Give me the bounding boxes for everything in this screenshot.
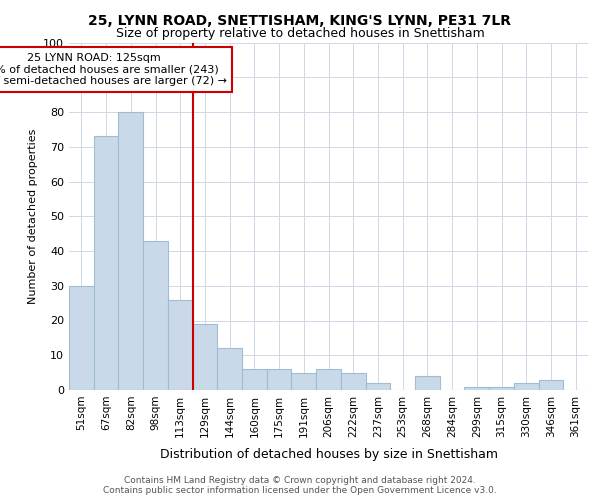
Text: Contains public sector information licensed under the Open Government Licence v3: Contains public sector information licen… [103, 486, 497, 495]
Bar [118, 112, 143, 390]
Bar [193, 324, 217, 390]
Text: Contains HM Land Registry data © Crown copyright and database right 2024.: Contains HM Land Registry data © Crown c… [124, 476, 476, 485]
Bar [464, 386, 489, 390]
Bar [217, 348, 242, 390]
Bar [514, 383, 539, 390]
Bar [415, 376, 440, 390]
Bar [365, 383, 390, 390]
Bar [292, 372, 316, 390]
Bar [341, 372, 365, 390]
Bar [94, 136, 118, 390]
Text: Size of property relative to detached houses in Snettisham: Size of property relative to detached ho… [116, 28, 484, 40]
Bar [539, 380, 563, 390]
Bar [69, 286, 94, 390]
Y-axis label: Number of detached properties: Number of detached properties [28, 128, 38, 304]
X-axis label: Distribution of detached houses by size in Snettisham: Distribution of detached houses by size … [160, 448, 497, 461]
Bar [316, 369, 341, 390]
Text: 25, LYNN ROAD, SNETTISHAM, KING'S LYNN, PE31 7LR: 25, LYNN ROAD, SNETTISHAM, KING'S LYNN, … [89, 14, 511, 28]
Text: 25 LYNN ROAD: 125sqm
← 77% of detached houses are smaller (243)
23% of semi-deta: 25 LYNN ROAD: 125sqm ← 77% of detached h… [0, 53, 227, 86]
Bar [242, 369, 267, 390]
Bar [267, 369, 292, 390]
Bar [143, 240, 168, 390]
Bar [489, 386, 514, 390]
Bar [168, 300, 193, 390]
